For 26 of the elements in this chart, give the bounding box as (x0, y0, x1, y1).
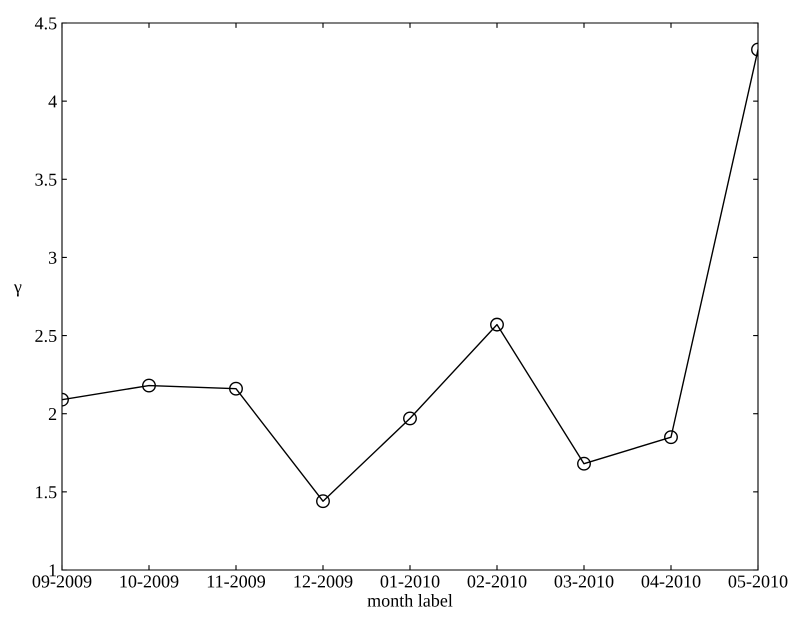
point (229, 382, 243, 396)
x-tick-label: 09-2009 (32, 575, 92, 588)
x-tick-label: 03-2010 (554, 575, 614, 588)
y-tick-label: 4.5 (34, 17, 56, 30)
x-tick-label: 02-2010 (468, 575, 526, 588)
y-tick-label: 2 (48, 408, 56, 420)
x-tick-label: 11-2009 (208, 575, 266, 588)
y-tick-label: 2.5 (35, 330, 56, 342)
y-axis-title: γ (14, 284, 22, 296)
point (403, 411, 417, 426)
x-tick-label: 01-2010 (380, 575, 440, 588)
x-tick-label: 12-2009 (294, 575, 352, 588)
point (316, 494, 330, 508)
x-tick-label: 05-2010 (728, 575, 788, 588)
x-tick-label: 10-2009 (120, 575, 178, 588)
point (664, 430, 678, 444)
y-tick-label: 4 (48, 96, 57, 108)
y-tick-label: 3.5 (35, 174, 56, 186)
point (577, 456, 591, 471)
y-tick-label: 3 (48, 252, 56, 264)
x-tick-label: 04-2010 (642, 575, 700, 588)
point (142, 378, 156, 393)
y-tick-label: 1 (50, 564, 56, 576)
y-tick-label: 1.5 (36, 486, 56, 498)
point (490, 318, 504, 332)
x-axis-title: month label (368, 594, 453, 607)
